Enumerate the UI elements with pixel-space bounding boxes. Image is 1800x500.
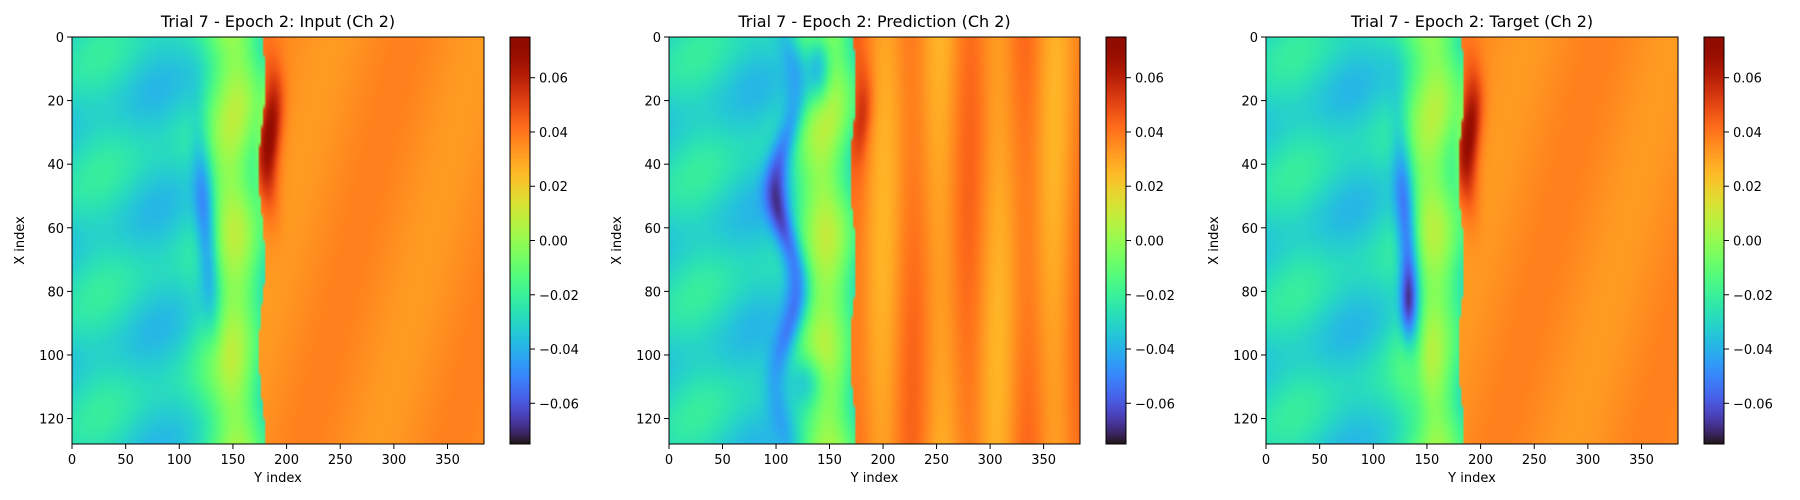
colorbar-tick-label: 0.02	[1135, 180, 1164, 195]
y-tick-label: 120	[39, 413, 64, 428]
y-tick-label: 20	[47, 95, 64, 110]
chart-panel-2: Trial 7 - Epoch 2: Prediction (Ch 2) 0 50 1…	[610, 12, 1175, 486]
y-tick-label: 60	[47, 222, 64, 237]
colorbar-tick-label: −0.06	[1733, 397, 1773, 412]
x-tick-label: 350	[1031, 453, 1056, 468]
x-tick-label: 250	[924, 453, 949, 468]
heatmap-image	[72, 37, 484, 444]
x-tick-label: 0	[665, 453, 673, 468]
y-tick-label: 0	[653, 31, 661, 46]
heatmap-image	[1266, 37, 1678, 444]
colorbar-tick-label: 0.04	[1733, 126, 1762, 141]
x-tick-label: 150	[817, 453, 842, 468]
y-tick-label: 0	[1250, 31, 1258, 46]
colorbar-tick-label: 0.00	[539, 235, 568, 250]
x-tick-label: 300	[978, 453, 1003, 468]
colorbar-tick-label: 0.06	[539, 72, 568, 87]
colorbar-tick-label: −0.02	[1733, 289, 1773, 304]
y-tick-label: 40	[644, 158, 661, 173]
y-axis-label: X index	[1207, 216, 1222, 265]
x-axis-label: Y index	[253, 471, 302, 486]
x-tick-label: 250	[1522, 453, 1547, 468]
x-tick-label: 200	[1468, 453, 1493, 468]
x-tick-label: 150	[1415, 453, 1440, 468]
colorbar-tick-label: −0.04	[1733, 343, 1773, 358]
y-tick-label: 100	[39, 349, 64, 364]
colorbar	[510, 37, 530, 444]
x-tick-label: 200	[274, 453, 299, 468]
chart-panel-1: Trial 7 - Epoch 2: Input (Ch 2) 0 50 100 150…	[13, 12, 579, 486]
y-tick-label: 40	[47, 158, 64, 173]
colorbar-tick-label: 0.02	[539, 180, 568, 195]
x-tick-label: 300	[1575, 453, 1600, 468]
x-tick-label: 0	[68, 453, 76, 468]
colorbar-tick-label: −0.04	[539, 343, 579, 358]
colorbar-tick-label: 0.02	[1733, 180, 1762, 195]
chart-title: Trial 7 - Epoch 2: Target (Ch 2)	[1350, 12, 1593, 31]
chart-title: Trial 7 - Epoch 2: Prediction (Ch 2)	[737, 12, 1010, 31]
colorbar-tick-label: −0.04	[1135, 343, 1175, 358]
y-tick-label: 60	[1241, 222, 1258, 237]
plot-frame	[1265, 36, 1679, 445]
x-axis-label: Y index	[850, 471, 899, 486]
heatmap-image	[669, 37, 1080, 444]
x-tick-label: 250	[328, 453, 353, 468]
y-tick-label: 120	[636, 413, 661, 428]
y-tick-label: 60	[644, 222, 661, 237]
colorbar-tick-label: 0.04	[1135, 126, 1164, 141]
x-axis-label: Y index	[1447, 471, 1496, 486]
chart-title: Trial 7 - Epoch 2: Input (Ch 2)	[160, 12, 395, 31]
y-tick-label: 20	[644, 95, 661, 110]
x-tick-label: 100	[167, 453, 192, 468]
x-tick-label: 350	[1629, 453, 1654, 468]
y-tick-label: 100	[1233, 349, 1258, 364]
y-tick-label: 100	[636, 349, 661, 364]
colorbar	[1106, 37, 1126, 444]
x-tick-label: 350	[435, 453, 460, 468]
y-tick-label: 80	[1241, 285, 1258, 300]
y-tick-label: 20	[1241, 95, 1258, 110]
colorbar-tick-label: −0.06	[1135, 397, 1175, 412]
colorbar-tick-label: 0.06	[1135, 72, 1164, 87]
colorbar-tick-label: −0.06	[539, 397, 579, 412]
x-tick-label: 50	[714, 453, 731, 468]
x-tick-label: 150	[221, 453, 246, 468]
y-tick-label: 0	[56, 31, 64, 46]
y-tick-label: 80	[47, 285, 64, 300]
x-tick-label: 0	[1262, 453, 1270, 468]
x-tick-label: 50	[117, 453, 134, 468]
x-tick-label: 300	[381, 453, 406, 468]
x-tick-label: 100	[1361, 453, 1386, 468]
y-axis-label: X index	[13, 216, 28, 265]
x-tick-label: 50	[1311, 453, 1328, 468]
colorbar-tick-label: 0.06	[1733, 72, 1762, 87]
y-tick-label: 80	[644, 285, 661, 300]
colorbar-tick-label: 0.00	[1135, 235, 1164, 250]
colorbar-tick-label: 0.00	[1733, 235, 1762, 250]
y-tick-label: 120	[1233, 413, 1258, 428]
y-axis-label: X index	[610, 216, 625, 265]
colorbar	[1704, 37, 1724, 444]
colorbar-tick-label: 0.04	[539, 126, 568, 141]
x-tick-label: 200	[871, 453, 896, 468]
colorbar-tick-label: −0.02	[539, 289, 579, 304]
x-tick-label: 100	[764, 453, 789, 468]
colorbar-tick-label: −0.02	[1135, 289, 1175, 304]
y-tick-label: 40	[1241, 158, 1258, 173]
chart-panel-3: Trial 7 - Epoch 2: Target (Ch 2) 0 50 100 15…	[1207, 12, 1773, 486]
plot-frame	[71, 36, 485, 445]
plot-frame	[668, 36, 1081, 445]
